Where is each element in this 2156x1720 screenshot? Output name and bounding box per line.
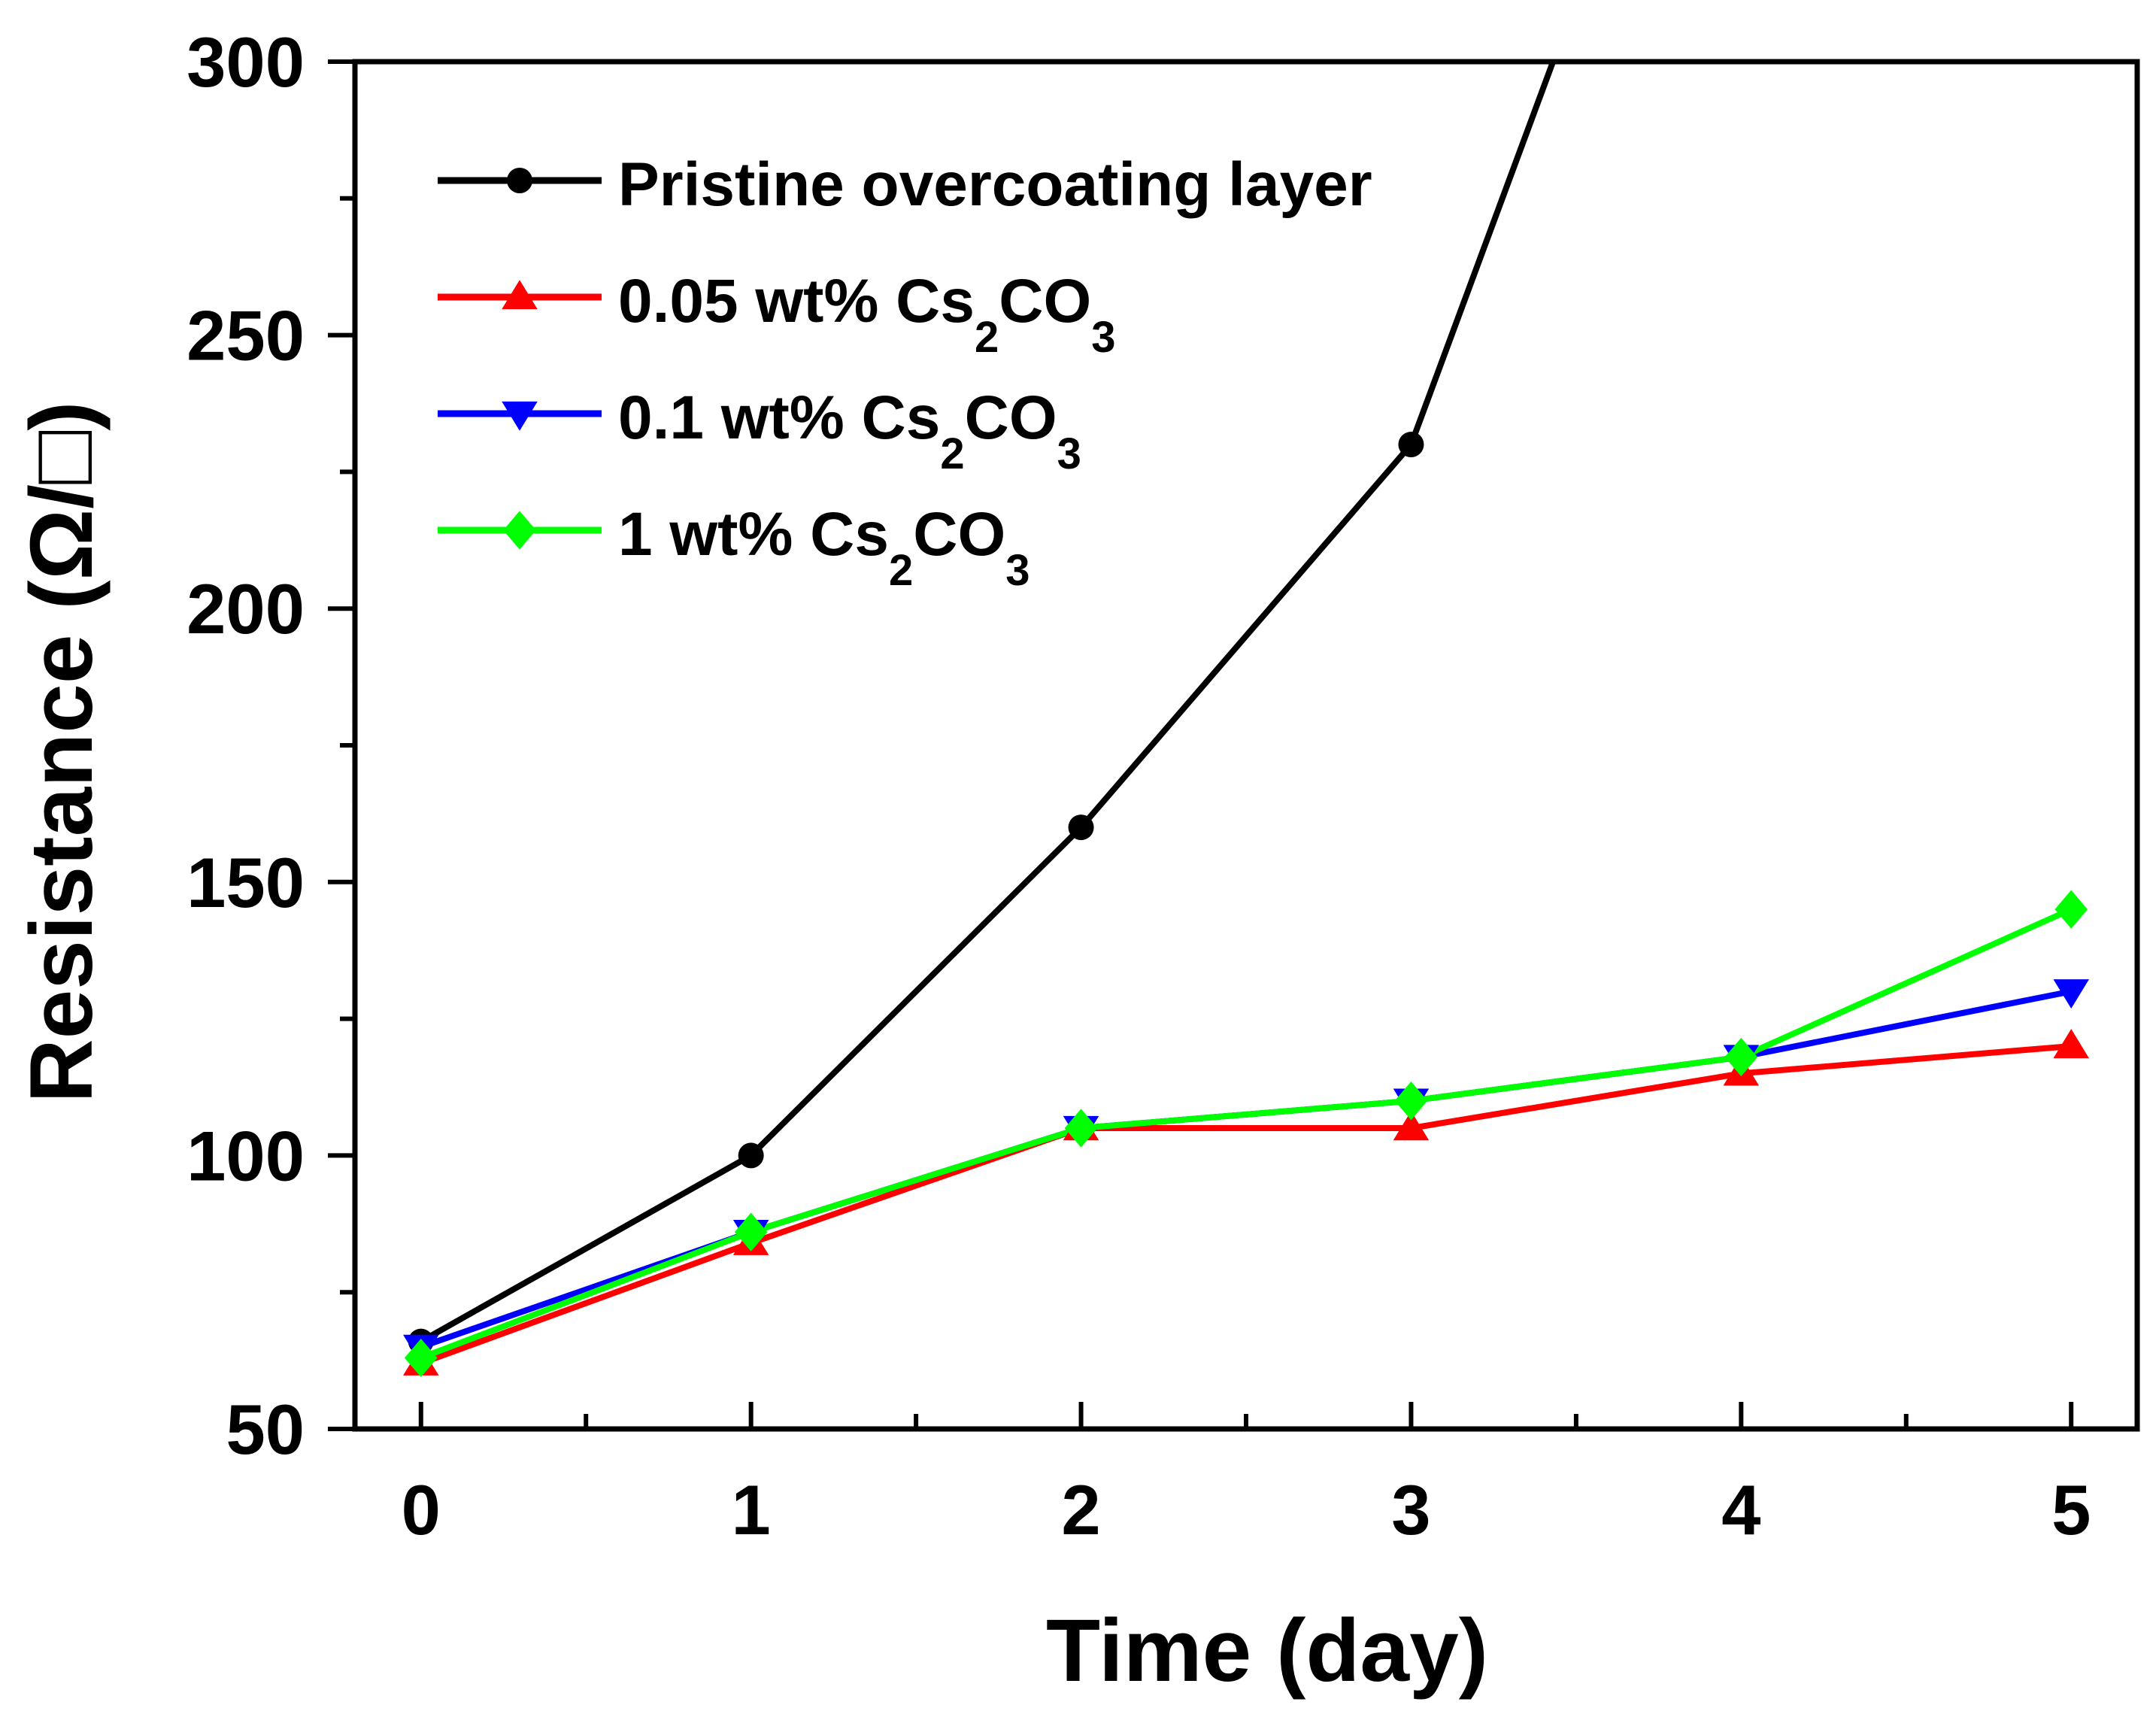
data-point-0 bbox=[1068, 814, 1094, 841]
y-tick-label: 300 bbox=[186, 23, 305, 102]
y-tick-label: 50 bbox=[226, 1390, 305, 1469]
legend-marker bbox=[507, 168, 532, 193]
data-point-3 bbox=[1394, 1081, 1428, 1121]
series-line-0 bbox=[419, 62, 1556, 1345]
x-axis-label: Time (day) bbox=[1046, 1601, 1488, 1700]
x-tick-label: 3 bbox=[1391, 1470, 1430, 1549]
legend-marker bbox=[503, 511, 536, 550]
series-line-3 bbox=[420, 906, 2073, 1361]
x-tick-label: 1 bbox=[732, 1470, 771, 1549]
data-point-1 bbox=[2053, 1029, 2089, 1059]
x-tick-label: 2 bbox=[1061, 1470, 1100, 1549]
data-point-2 bbox=[2053, 979, 2089, 1009]
y-tick-label: 100 bbox=[186, 1116, 305, 1195]
x-tick-label: 0 bbox=[402, 1470, 441, 1549]
series-line-2 bbox=[420, 988, 2073, 1350]
data-point-3 bbox=[404, 1338, 438, 1378]
y-axis-label: Resistance (Ω/□) bbox=[12, 401, 111, 1103]
data-point-3 bbox=[1064, 1109, 1098, 1148]
legend-marker bbox=[502, 280, 538, 310]
data-point-1 bbox=[1393, 1111, 1430, 1141]
y-tick-label: 150 bbox=[186, 843, 305, 922]
y-tick-label: 200 bbox=[186, 569, 305, 648]
x-tick-label: 5 bbox=[2051, 1470, 2091, 1549]
data-point-3 bbox=[1724, 1037, 1758, 1077]
legend-label: Pristine overcoating layer bbox=[618, 150, 1372, 219]
series-line-1 bbox=[420, 1042, 2072, 1367]
legend-label: 1 wt% Cs2CO3 bbox=[618, 500, 1030, 595]
legend-label: 0.05 wt% Cs2CO3 bbox=[618, 267, 1116, 362]
legend-label: 0.1 wt% Cs2CO3 bbox=[618, 384, 1081, 478]
data-point-0 bbox=[738, 1142, 764, 1169]
data-point-3 bbox=[2054, 890, 2088, 929]
data-point-3 bbox=[734, 1212, 768, 1251]
x-tick-label: 4 bbox=[1721, 1470, 1760, 1549]
legend: Pristine overcoating layer 0.05 wt% Cs2CO… bbox=[438, 150, 1372, 595]
legend-marker bbox=[502, 401, 538, 431]
data-point-0 bbox=[1398, 432, 1424, 458]
y-tick-label: 250 bbox=[186, 296, 305, 375]
